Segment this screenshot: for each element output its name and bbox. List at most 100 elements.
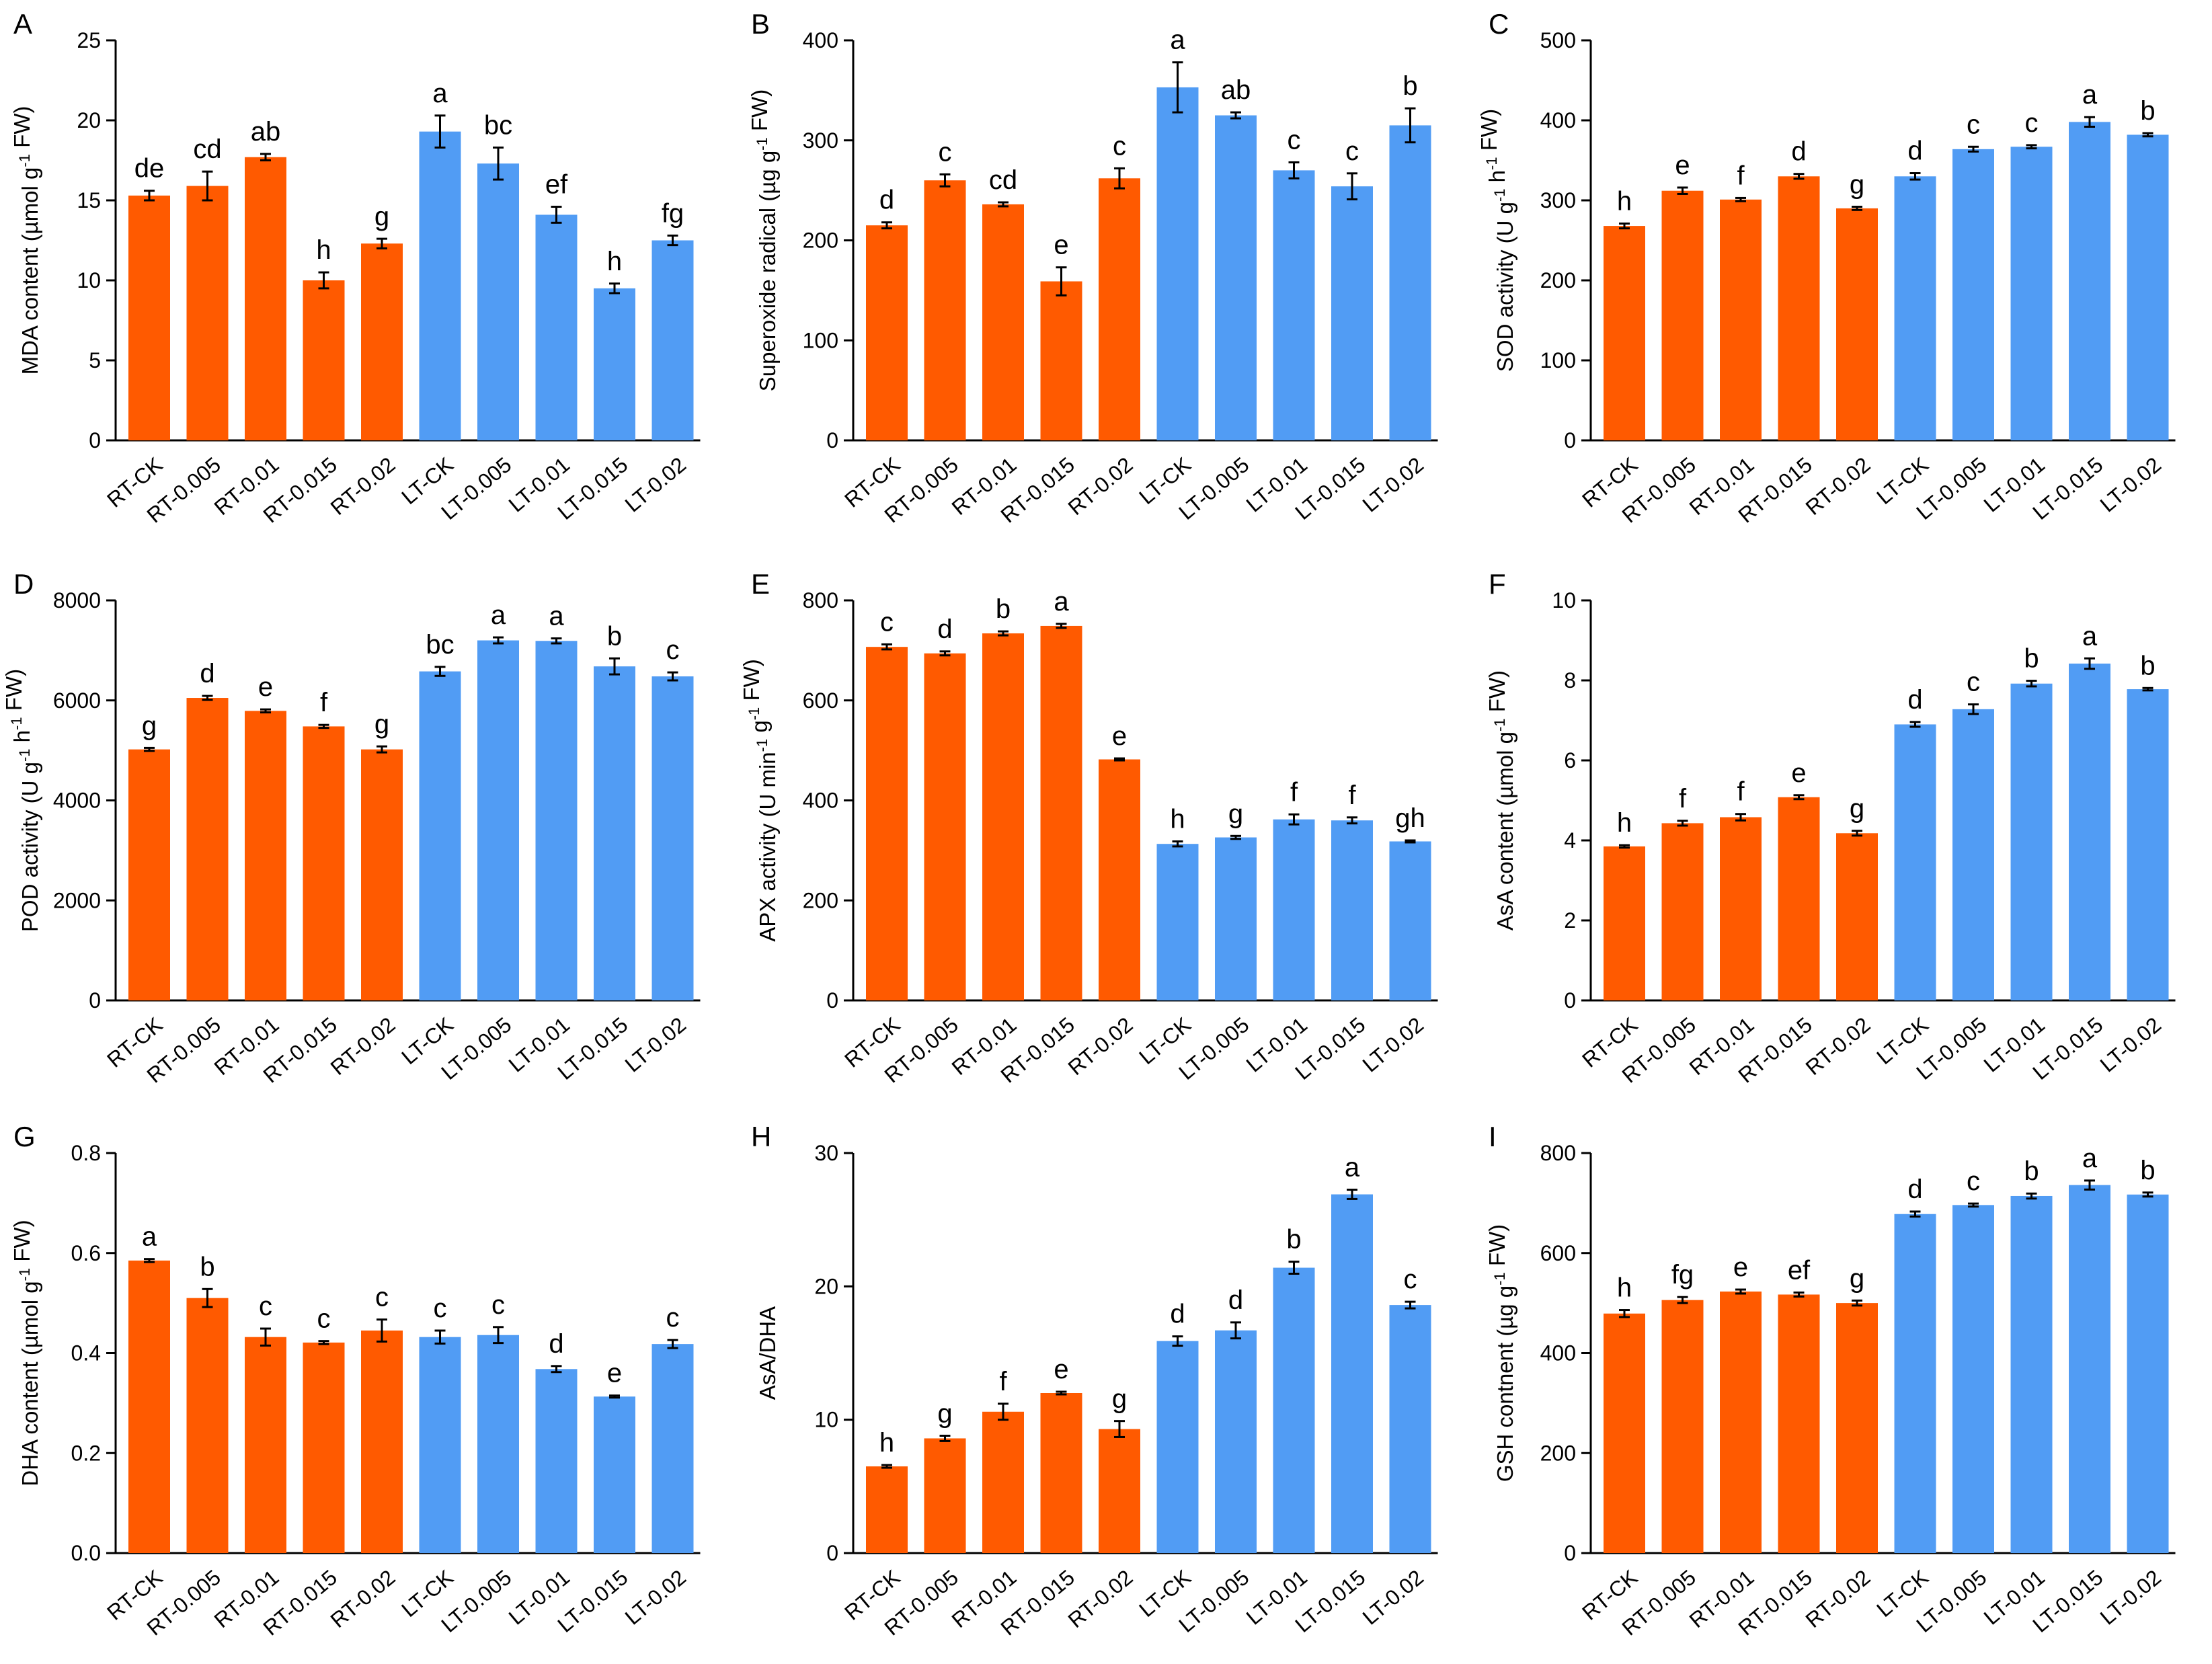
significance-letter-h: g [1112,1384,1127,1414]
significance-letter-a: bc [484,110,512,140]
significance-letter-f: b [2024,644,2039,674]
y-tick-label-d: 2000 [53,888,101,912]
error-bar-h-rt-0.01 [998,1402,1009,1421]
y-tick-label-g: 0.0 [71,1541,101,1565]
y-tick-label-c: 400 [1540,108,1576,132]
error-bar-i-rt-ck [1619,1309,1630,1318]
error-bar-d-lt-0.005 [493,636,504,645]
bar-f-rt-ck [1604,846,1645,1000]
error-bar-a-lt-0.015 [609,282,620,294]
panel-letter-e: E [751,568,770,600]
error-bar-g-lt-0.005 [493,1326,504,1345]
error-bar-a-rt-0.005 [202,170,213,202]
bar-h-rt-ck [866,1466,908,1553]
significance-letter-b: d [879,186,894,215]
significance-letter-b: e [1054,231,1068,260]
y-axis-label-b: Superoxide radical (µg g-1 FW) [747,89,780,391]
error-bar-g-lt-ck [434,1329,446,1345]
significance-letter-f: e [1791,758,1806,788]
bar-d-lt-0.01 [535,641,578,1000]
error-bar-i-rt-0.015 [1793,1292,1805,1298]
error-bar-g-rt-0.02 [377,1318,387,1343]
bar-i-rt-0.01 [1720,1292,1762,1553]
bar-b-rt-0.01 [982,204,1024,440]
error-bar-f-rt-0.015 [1793,794,1805,801]
panel-d: D POD activity (U g-1 h-1 FW) 0 2000 4000 600… [0,560,737,1111]
significance-letter-e: d [937,615,952,644]
error-bar-h-lt-0.005 [1230,1321,1241,1340]
error-bar-b-rt-0.015 [1056,266,1067,296]
significance-letter-d: c [666,635,680,665]
error-bar-c-rt-0.02 [1852,206,1862,211]
y-axis-label-g: DHA content (µmol g-1 FW) [9,1220,42,1486]
bar-h-lt-0.015 [1331,1194,1373,1553]
significance-letter-f: f [1737,777,1745,807]
bar-b-lt-0.02 [1389,125,1431,440]
significance-letter-d: b [607,621,622,651]
error-bar-a-rt-ck [144,190,155,202]
bar-b-rt-0.005 [924,180,966,440]
bar-i-lt-0.015 [2069,1185,2110,1553]
panel-letter-i: I [1489,1121,1497,1152]
significance-letter-a: ab [251,117,281,147]
significance-letter-e: f [1290,777,1298,807]
bar-g-lt-0.02 [651,1344,694,1553]
y-tick-label-a: 25 [77,28,101,52]
y-axis-label-h: AsA/DHA [755,1306,780,1400]
bar-i-lt-0.01 [2010,1195,2053,1553]
significance-letter-g: b [200,1252,214,1281]
error-bar-i-lt-0.005 [1968,1202,1979,1208]
x-tick-label-e: RT-0.02 [1064,1013,1138,1080]
error-bar-b-rt-0.02 [1114,167,1125,190]
significance-letter-i: ef [1788,1256,1811,1285]
y-tick-label-i: 600 [1540,1241,1576,1265]
bar-b-rt-0.015 [1040,281,1082,440]
significance-letter-d: e [258,672,273,702]
y-tick-label-i: 0 [1564,1541,1576,1565]
significance-letter-g: c [434,1294,447,1323]
significance-letter-g: c [491,1290,505,1320]
significance-letter-e: a [1054,587,1069,617]
error-bar-c-lt-0.005 [1968,145,1979,153]
y-tick-label-a: 0 [89,428,101,452]
significance-letter-b: a [1170,26,1185,55]
error-bar-c-lt-ck [1909,172,1921,181]
significance-letter-a: fg [662,198,684,228]
bar-e-lt-0.015 [1331,820,1373,1000]
error-bar-c-lt-0.01 [2026,144,2037,150]
error-bar-f-rt-0.005 [1677,820,1688,827]
significance-letter-f: a [2082,621,2098,651]
x-tick-label-a: LT-0.02 [621,452,690,517]
x-tick-label-f: RT-0.02 [1801,1013,1875,1080]
error-bar-d-rt-ck [144,746,155,752]
y-tick-label-b: 200 [803,229,838,253]
significance-letter-h: e [1054,1355,1068,1384]
error-bar-g-lt-0.02 [667,1339,678,1349]
bar-g-lt-0.01 [535,1369,578,1553]
y-axis-label-f: AsA content (µmol g-1 FW) [1485,670,1517,930]
bar-a-rt-0.01 [245,157,286,441]
error-bar-d-rt-0.02 [377,745,387,754]
significance-letter-f: c [1967,668,1980,697]
error-bar-h-rt-0.005 [939,1434,951,1442]
y-tick-label-f: 8 [1564,668,1576,692]
panel-letter-a: A [13,8,32,40]
error-bar-c-rt-ck [1619,223,1630,230]
panel-letter-c: C [1489,8,1509,40]
bar-e-lt-0.005 [1215,837,1257,1000]
error-bar-e-lt-0.01 [1288,813,1300,826]
y-tick-label-b: 100 [803,328,838,352]
y-tick-label-e: 400 [803,789,838,813]
significance-letter-c: b [2140,96,2155,126]
error-bar-a-rt-0.01 [260,153,271,161]
bar-f-lt-0.005 [1952,709,1994,1000]
error-bar-e-rt-ck [881,643,892,651]
bar-c-rt-ck [1604,226,1645,440]
error-bar-e-rt-0.005 [939,650,951,657]
y-tick-label-c: 500 [1540,28,1576,52]
significance-letter-c: d [1907,136,1922,166]
significance-letter-c: a [2082,80,2098,110]
x-tick-label-c: RT-0.02 [1801,452,1875,520]
error-bar-a-lt-0.02 [667,234,678,247]
error-bar-e-lt-ck [1172,840,1183,848]
